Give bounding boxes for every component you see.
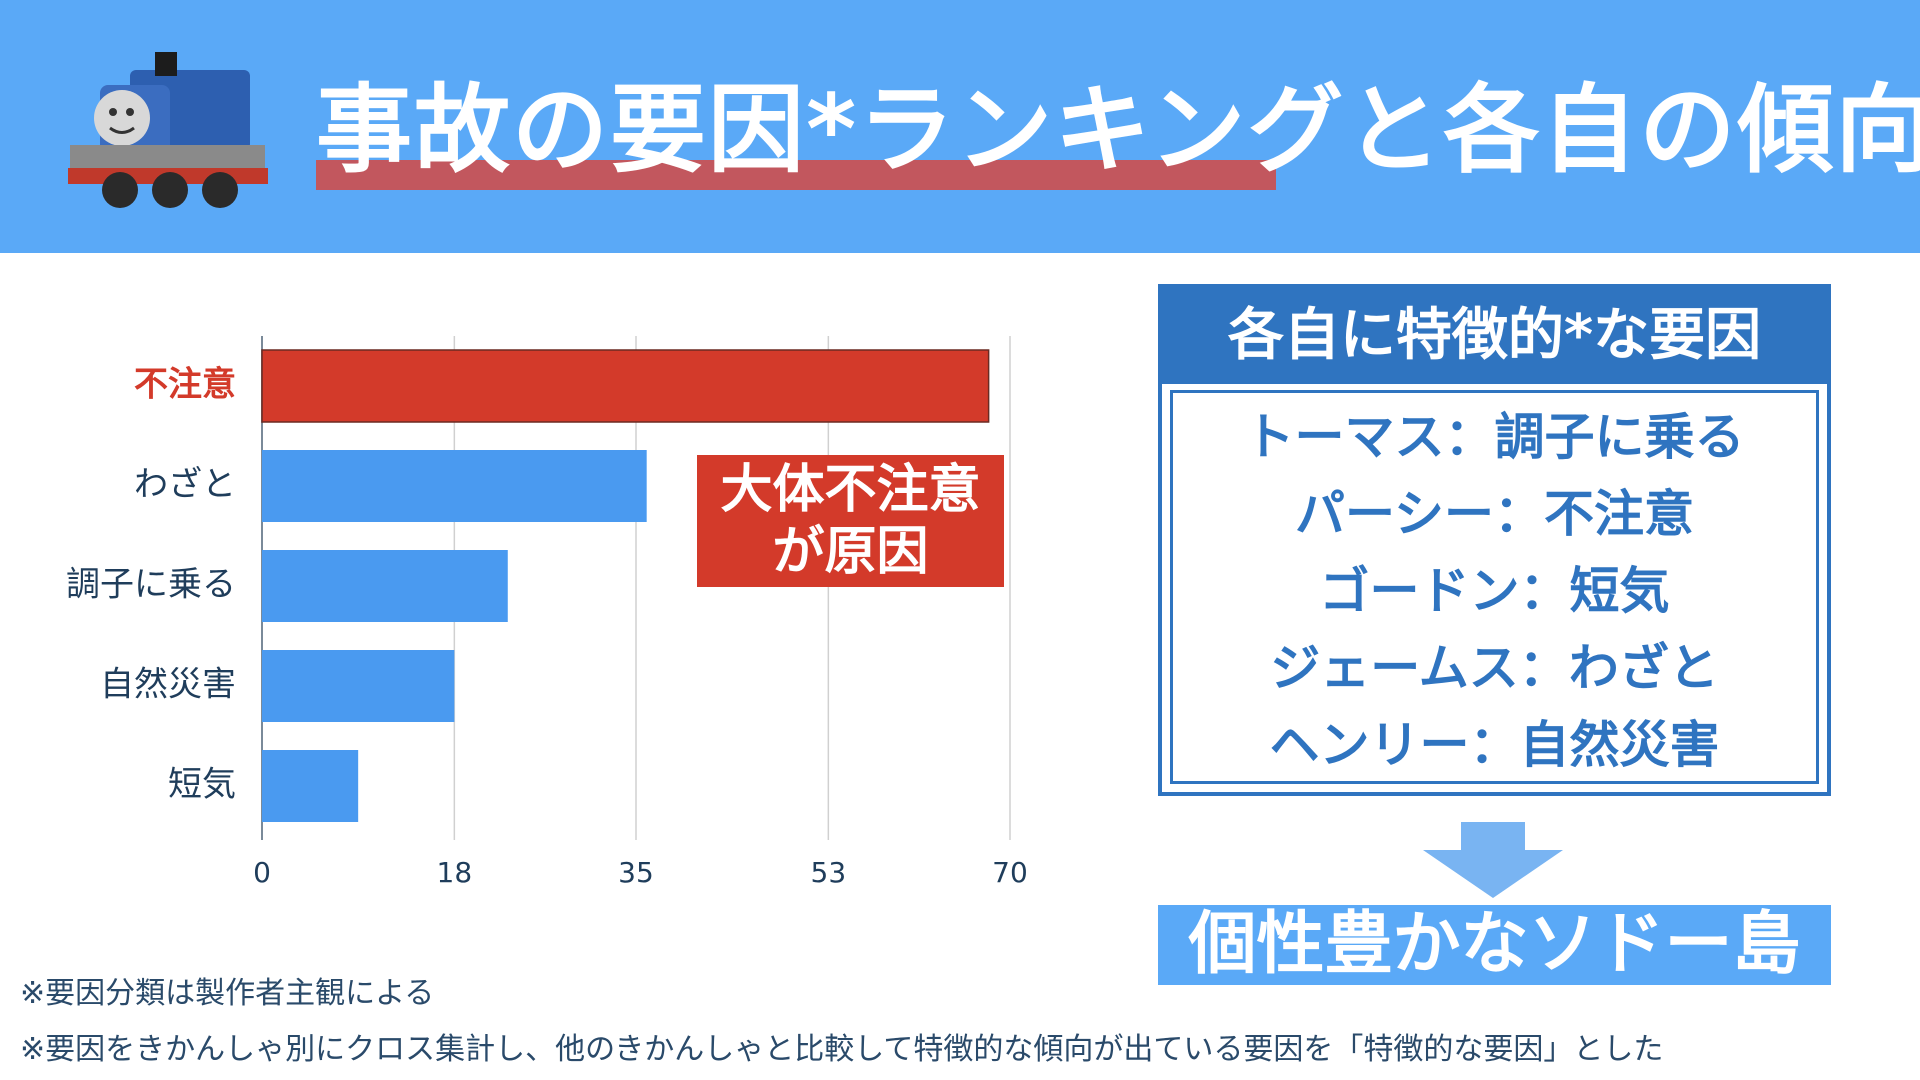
- characteristic-factors-box: 各自に特徴的*な要因 トーマス：調子に乗る パーシー：不注意 ゴードン：短気 ジ…: [1158, 284, 1831, 796]
- factor-item: ジェームス：わざと: [1270, 639, 1719, 697]
- chart-bars: [261, 349, 990, 822]
- factor-item: ゴードン：短気: [1319, 562, 1670, 620]
- x-tick-label: 18: [437, 856, 473, 889]
- factor-item: トーマス：調子に乗る: [1244, 408, 1745, 466]
- bar: [262, 750, 359, 822]
- category-label: 不注意: [134, 365, 236, 405]
- category-label: わざと: [134, 465, 236, 505]
- header-banner: [0, 0, 1920, 253]
- chart-tick-labels: 0 18 35 53 70: [253, 856, 1028, 889]
- bar: [262, 650, 455, 722]
- factor-list: トーマス：調子に乗る パーシー：不注意 ゴードン：短気 ジェームス：わざと ヘン…: [1170, 390, 1819, 784]
- x-tick-label: 0: [253, 856, 271, 889]
- category-label: 短気: [168, 765, 236, 805]
- factor-box-title: 各自に特徴的*な要因: [1162, 288, 1827, 384]
- arrow-down-icon: [1423, 822, 1563, 898]
- factor-item: ヘンリー：自然災害: [1269, 716, 1720, 774]
- chart-annotation: 大体不注意 が原因: [697, 455, 1004, 587]
- x-tick-label: 35: [618, 856, 654, 889]
- x-tick-label: 53: [811, 856, 847, 889]
- title-underline: [316, 160, 1276, 190]
- category-label: 自然災害: [100, 665, 236, 705]
- category-label: 調子に乗る: [66, 565, 236, 605]
- factor-item: パーシー：不注意: [1295, 485, 1694, 543]
- train-illustration: [68, 52, 268, 208]
- train-face: [94, 90, 150, 146]
- annotation-line-2: が原因: [772, 522, 929, 582]
- train-funnel: [155, 52, 177, 76]
- annotation-line-1: 大体不注意: [720, 460, 981, 520]
- bar: [261, 349, 990, 423]
- bar: [262, 450, 647, 522]
- bar: [262, 550, 508, 622]
- train-wheel: [152, 172, 188, 208]
- train-wheel: [202, 172, 238, 208]
- conclusion-banner: 個性豊かなソドー島: [1158, 905, 1831, 985]
- footnote: ※要因をきかんしゃ別にクロス集計し、他のきかんしゃと比較して特徴的な傾向が出てい…: [20, 1032, 1664, 1067]
- train-wheel: [102, 172, 138, 208]
- page-title: 事故の要因*ランキングと各自の傾向: [316, 74, 1920, 186]
- footnote: ※要因分類は製作者主観による: [20, 976, 435, 1011]
- x-tick-label: 70: [992, 856, 1028, 889]
